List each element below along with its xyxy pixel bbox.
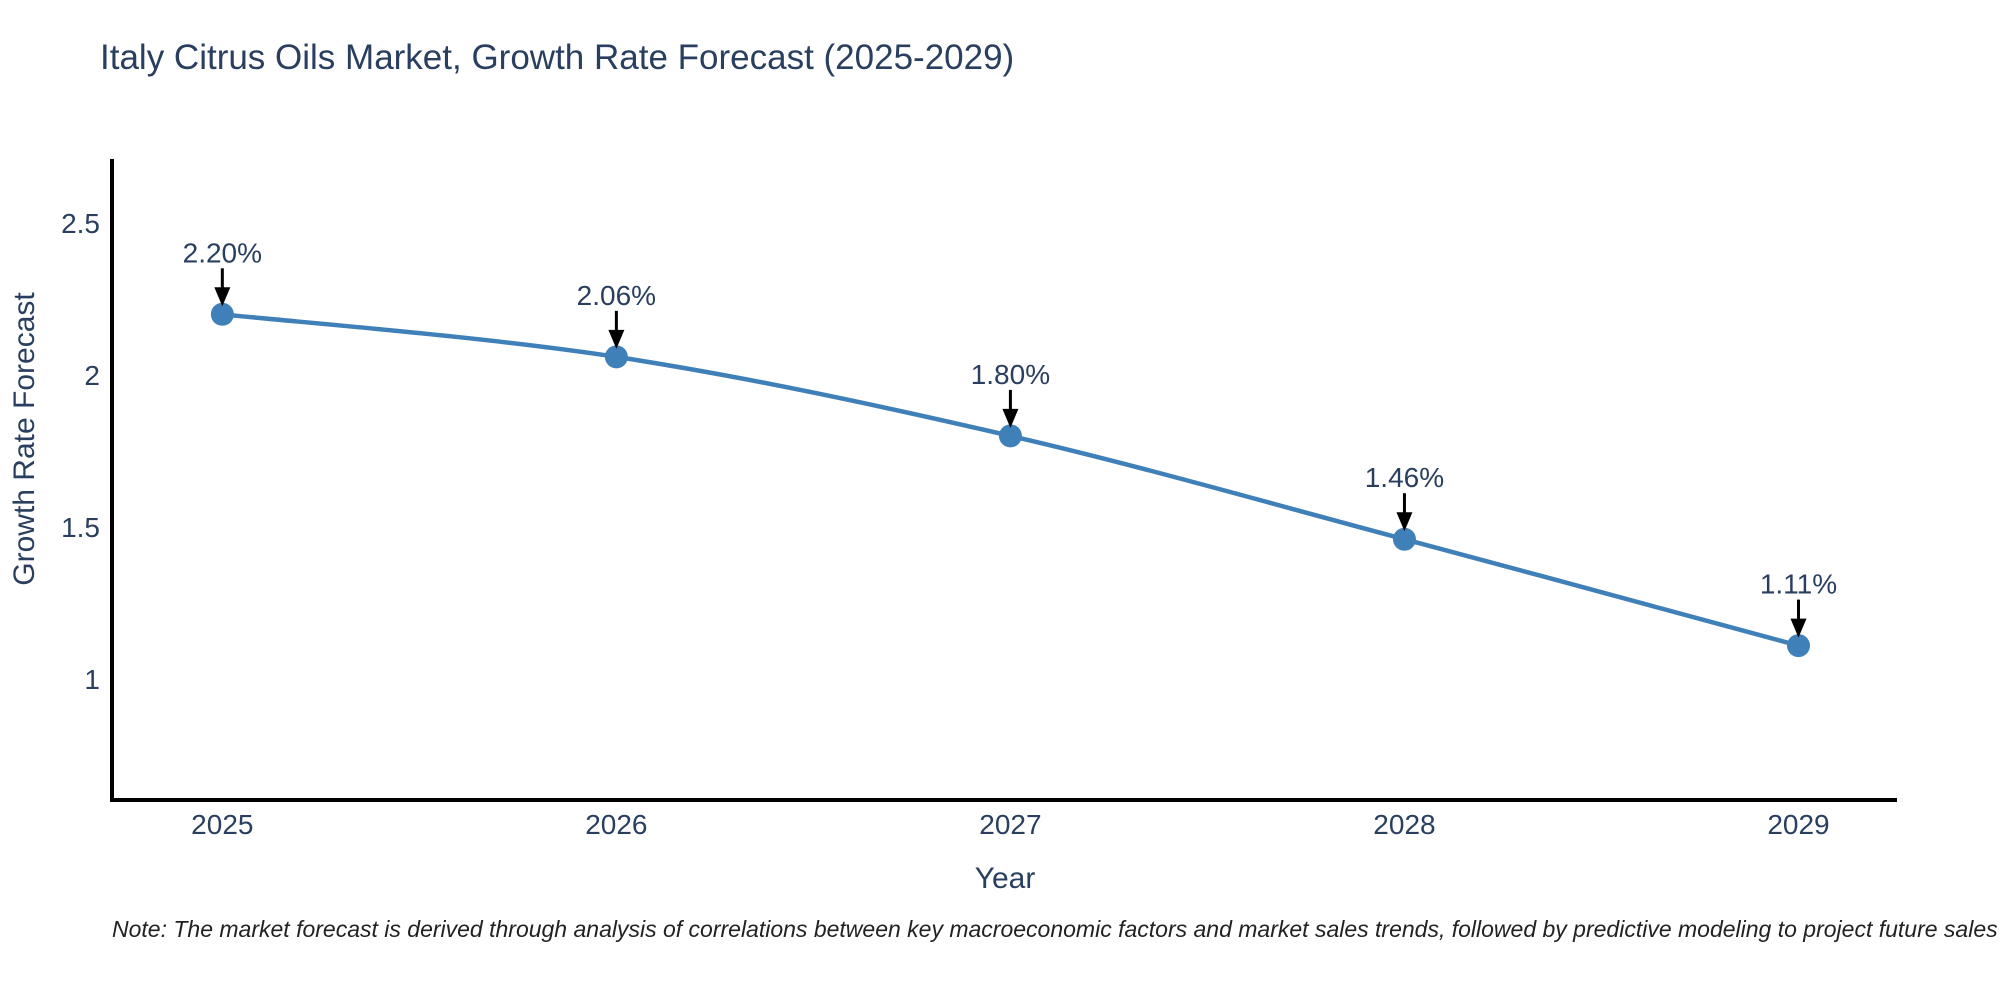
x-tick-label: 2028 bbox=[1373, 809, 1435, 840]
y-tick-label: 2.5 bbox=[61, 208, 100, 239]
annotation-arrowhead-icon bbox=[214, 287, 231, 307]
data-point-marker bbox=[998, 424, 1022, 448]
annotation-label: 2.20% bbox=[183, 237, 262, 268]
data-point-marker bbox=[1786, 634, 1810, 658]
annotation-label: 2.06% bbox=[577, 280, 656, 311]
x-tick-label: 2027 bbox=[979, 809, 1041, 840]
x-tick-label: 2029 bbox=[1767, 809, 1829, 840]
x-axis-title: Year bbox=[974, 862, 1036, 895]
annotation-arrowhead-icon bbox=[1002, 408, 1019, 428]
chart-title: Italy Citrus Oils Market, Growth Rate Fo… bbox=[100, 38, 1015, 77]
x-tick-label: 2025 bbox=[191, 809, 253, 840]
footnote: Note: The market forecast is derived thr… bbox=[112, 916, 1998, 942]
y-tick-label: 1.5 bbox=[61, 512, 100, 543]
annotation-label: 1.80% bbox=[971, 359, 1050, 390]
data-point-marker bbox=[210, 302, 234, 326]
data-point-marker bbox=[604, 345, 628, 369]
annotation-arrowhead-icon bbox=[608, 329, 625, 349]
y-tick-label: 1 bbox=[84, 664, 100, 695]
annotation-label: 1.11% bbox=[1760, 569, 1837, 600]
y-tick-label: 2 bbox=[84, 360, 100, 391]
x-tick-label: 2026 bbox=[585, 809, 647, 840]
annotation-arrowhead-icon bbox=[1790, 618, 1807, 638]
data-point-marker bbox=[1392, 527, 1416, 551]
annotation-label: 1.46% bbox=[1365, 462, 1444, 493]
annotation-arrowhead-icon bbox=[1396, 512, 1413, 532]
